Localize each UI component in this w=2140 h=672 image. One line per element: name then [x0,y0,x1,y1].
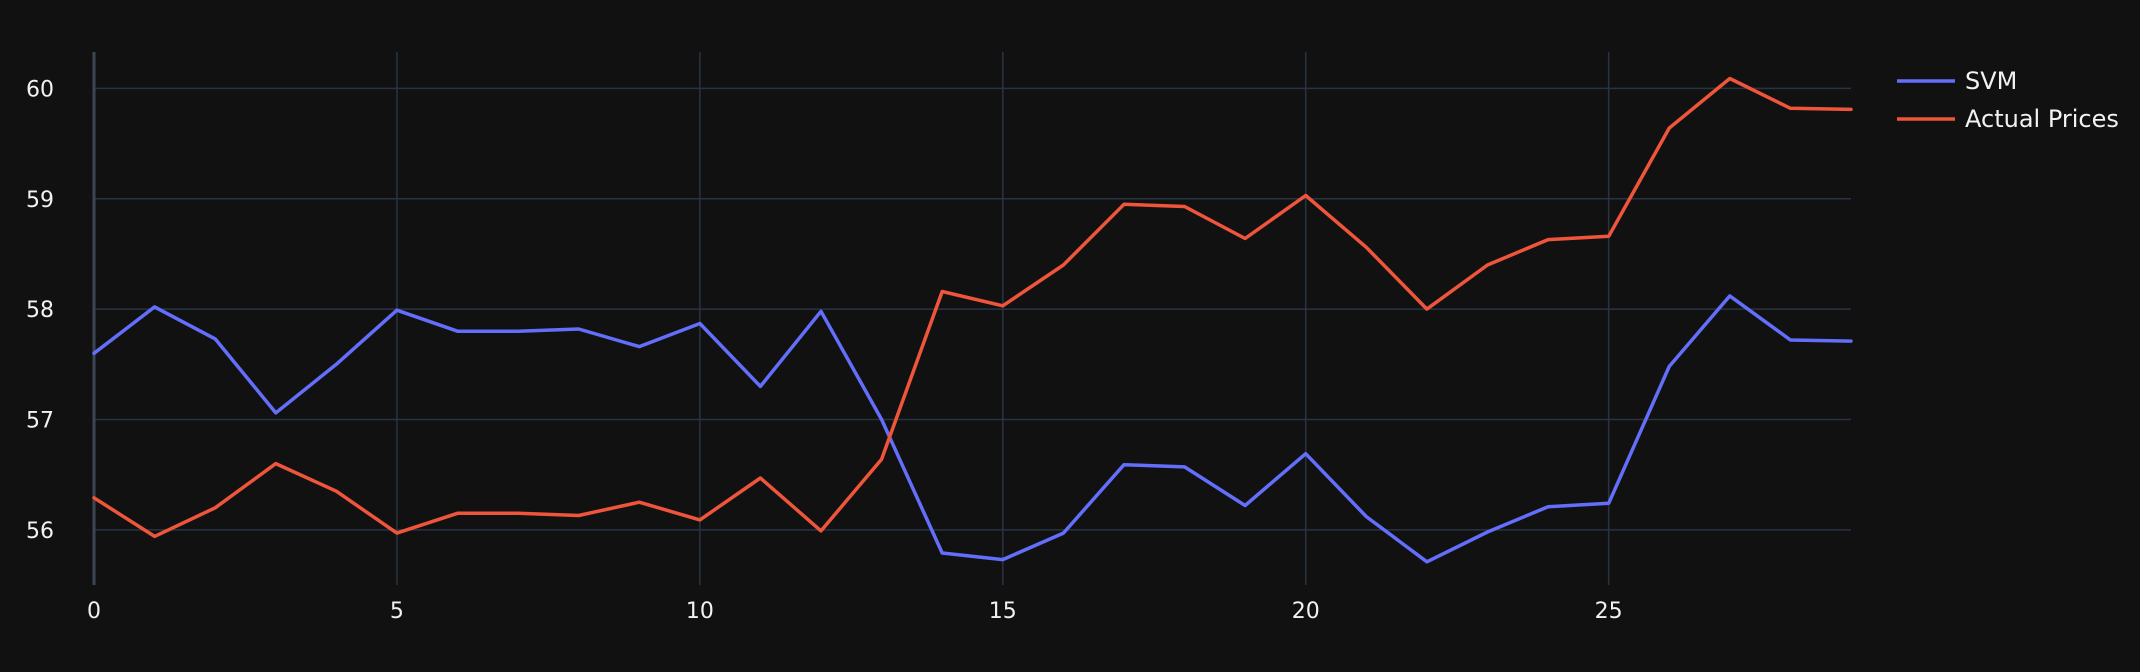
x-tick-label: 25 [1595,599,1623,624]
legend: SVM Actual Prices [1897,67,2119,133]
legend-label: Actual Prices [1965,105,2119,133]
x-tick-label: 15 [989,599,1017,624]
grid [94,52,1851,585]
series-line-svm [92,294,1853,564]
y-tick-label: 58 [26,298,54,323]
axes: 0 5 10 15 20 25 56 57 58 59 60 [26,52,1623,624]
series-line-actual-prices [92,76,1853,539]
x-tick-label: 0 [87,599,101,624]
x-tick-label: 10 [686,599,714,624]
legend-label: SVM [1965,67,2017,95]
y-tick-label: 56 [26,519,54,544]
x-tick-label: 5 [390,599,404,624]
y-tick-label: 59 [26,188,54,213]
x-tick-label: 20 [1292,599,1320,624]
series-lines [92,76,1853,564]
y-tick-label: 60 [26,77,54,102]
y-tick-label: 57 [26,408,54,433]
